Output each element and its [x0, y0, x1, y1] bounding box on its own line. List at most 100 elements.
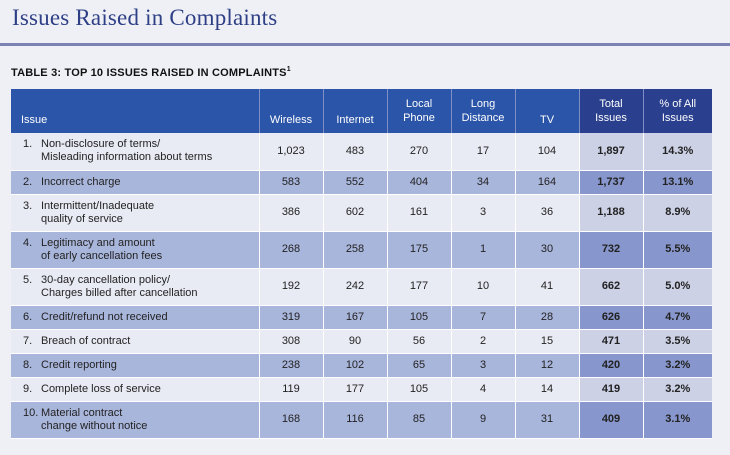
- cell-tv: 30: [515, 231, 580, 269]
- table-row: 7. Breach of contract 308 90 56 2 15 471 3.5%: [11, 329, 712, 354]
- header-pct-all-issues: % of All Issues: [643, 89, 712, 133]
- cell-internet: 177: [323, 377, 388, 402]
- cell-issue: 6. Credit/refund not received: [11, 305, 260, 330]
- issue-rank: 1.: [23, 138, 33, 151]
- cell-local-phone: 85: [387, 401, 452, 439]
- cell-wireless: 319: [259, 305, 324, 330]
- issue-label: Credit reporting: [41, 358, 117, 371]
- issue-label: Legitimacy and amount of early cancellat…: [41, 236, 163, 262]
- cell-tv: 12: [515, 353, 580, 378]
- cell-tv: 28: [515, 305, 580, 330]
- issue-label: Intermittent/Inadequate quality of servi…: [41, 199, 155, 225]
- cell-pct-all-issues: 8.9%: [643, 194, 712, 232]
- cell-internet: 242: [323, 268, 388, 306]
- page-title: Issues Raised in Complaints: [12, 5, 278, 30]
- header-issue: Issue: [11, 89, 260, 133]
- cell-local-phone: 105: [387, 305, 452, 330]
- cell-tv: 164: [515, 170, 580, 195]
- cell-long-distance: 1: [451, 231, 516, 269]
- cell-wireless: 192: [259, 268, 324, 306]
- cell-internet: 552: [323, 170, 388, 195]
- cell-wireless: 1,023: [259, 133, 324, 171]
- cell-long-distance: 3: [451, 194, 516, 232]
- table-body: 1. Non-disclosure of terms/ Misleading in…: [11, 133, 712, 439]
- caption-footnote-marker: 1: [286, 66, 291, 73]
- cell-pct-all-issues: 4.7%: [643, 305, 712, 330]
- cell-wireless: 238: [259, 353, 324, 378]
- cell-total-issues: 662: [579, 268, 644, 306]
- cell-internet: 483: [323, 133, 388, 171]
- table-caption-text: TABLE 3: TOP 10 ISSUES RAISED IN COMPLAI…: [11, 67, 287, 79]
- cell-local-phone: 177: [387, 268, 452, 306]
- cell-pct-all-issues: 5.5%: [643, 231, 712, 269]
- table-row: 6. Credit/refund not received 319 167 105 7 28…: [11, 305, 712, 330]
- table-caption: TABLE 3: TOP 10 ISSUES RAISED IN COMPLAI…: [11, 66, 291, 79]
- cell-issue: 10. Material contract change without noti…: [11, 401, 260, 439]
- header-tv: TV: [515, 89, 580, 133]
- cell-internet: 258: [323, 231, 388, 269]
- cell-tv: 36: [515, 194, 580, 232]
- cell-local-phone: 175: [387, 231, 452, 269]
- cell-pct-all-issues: 3.2%: [643, 353, 712, 378]
- table-row: 10. Material contract change without noti…: [11, 401, 712, 439]
- issue-label: Non-disclosure of terms/ Misleading info…: [41, 138, 213, 164]
- issue-rank: 3.: [23, 199, 33, 212]
- issue-label: Incorrect charge: [41, 175, 121, 188]
- cell-total-issues: 409: [579, 401, 644, 439]
- cell-long-distance: 10: [451, 268, 516, 306]
- cell-total-issues: 420: [579, 353, 644, 378]
- cell-long-distance: 9: [451, 401, 516, 439]
- cell-issue: 2. Incorrect charge: [11, 170, 260, 195]
- cell-wireless: 119: [259, 377, 324, 402]
- issue-rank: 10.: [23, 406, 39, 419]
- cell-internet: 602: [323, 194, 388, 232]
- issue-rank: 5.: [23, 273, 33, 286]
- cell-total-issues: 1,737: [579, 170, 644, 195]
- cell-internet: 90: [323, 329, 388, 354]
- cell-issue: 4. Legitimacy and amount of early cancell…: [11, 231, 260, 269]
- issue-rank: 2.: [23, 175, 33, 188]
- cell-tv: 41: [515, 268, 580, 306]
- cell-internet: 116: [323, 401, 388, 439]
- cell-internet: 167: [323, 305, 388, 330]
- cell-pct-all-issues: 13.1%: [643, 170, 712, 195]
- title-divider: [0, 43, 730, 46]
- table-row: 8. Credit reporting 238 102 65 3 12 420 3.2%: [11, 353, 712, 378]
- cell-pct-all-issues: 5.0%: [643, 268, 712, 306]
- cell-issue: 9. Complete loss of service: [11, 377, 260, 402]
- cell-local-phone: 65: [387, 353, 452, 378]
- issue-label: Credit/refund not received: [41, 310, 168, 323]
- table-header-row: Issue Wireless Internet Local Phone Long…: [11, 89, 712, 133]
- cell-total-issues: 732: [579, 231, 644, 269]
- table-row: 5. 30-day cancellation policy/ Charges bi…: [11, 268, 712, 306]
- cell-tv: 31: [515, 401, 580, 439]
- table-row: 2. Incorrect charge 583 552 404 34 164 1,737 13.…: [11, 170, 712, 195]
- cell-pct-all-issues: 3.1%: [643, 401, 712, 439]
- table-row: 4. Legitimacy and amount of early cancell…: [11, 231, 712, 269]
- cell-internet: 102: [323, 353, 388, 378]
- cell-total-issues: 471: [579, 329, 644, 354]
- issue-rank: 6.: [23, 310, 33, 323]
- cell-total-issues: 1,897: [579, 133, 644, 171]
- cell-issue: 8. Credit reporting: [11, 353, 260, 378]
- cell-local-phone: 404: [387, 170, 452, 195]
- cell-issue: 3. Intermittent/Inadequate quality of ser…: [11, 194, 260, 232]
- cell-local-phone: 105: [387, 377, 452, 402]
- cell-long-distance: 34: [451, 170, 516, 195]
- header-local-phone: Local Phone: [387, 89, 452, 133]
- cell-total-issues: 626: [579, 305, 644, 330]
- cell-issue: 5. 30-day cancellation policy/ Charges bi…: [11, 268, 260, 306]
- cell-long-distance: 4: [451, 377, 516, 402]
- cell-total-issues: 419: [579, 377, 644, 402]
- table-row: 1. Non-disclosure of terms/ Misleading in…: [11, 133, 712, 171]
- issue-rank: 9.: [23, 382, 33, 395]
- issues-table-container: Issue Wireless Internet Local Phone Long…: [11, 89, 712, 439]
- cell-local-phone: 270: [387, 133, 452, 171]
- cell-wireless: 583: [259, 170, 324, 195]
- issue-label: Material contract change without notice: [41, 406, 148, 432]
- issue-label: Breach of contract: [41, 334, 131, 347]
- table-row: 9. Complete loss of service 119 177 105 4 14 41…: [11, 377, 712, 402]
- cell-issue: 1. Non-disclosure of terms/ Misleading in…: [11, 133, 260, 171]
- cell-tv: 15: [515, 329, 580, 354]
- cell-pct-all-issues: 14.3%: [643, 133, 712, 171]
